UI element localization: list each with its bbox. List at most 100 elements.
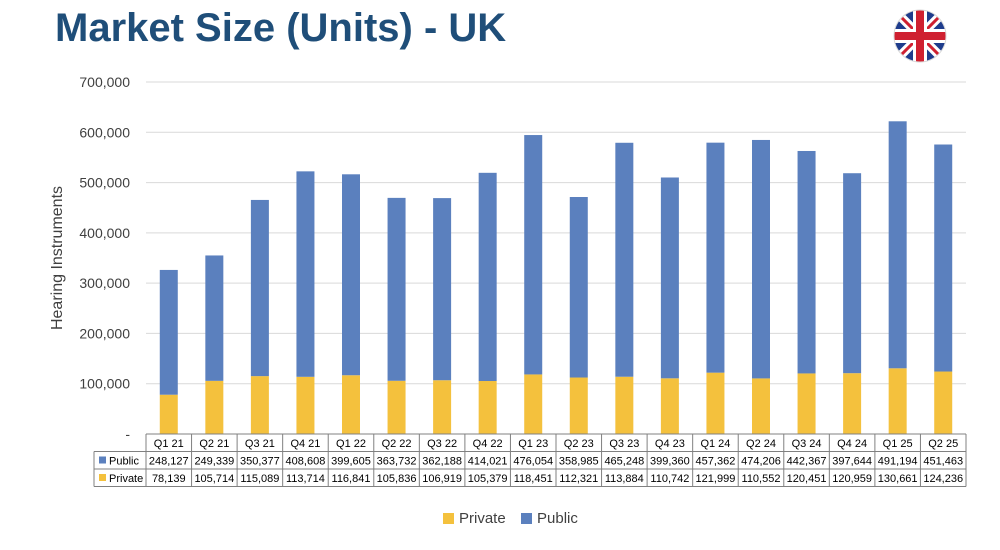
bar-public: [478, 172, 497, 382]
bar-private: [342, 375, 360, 434]
data-label: 451,463: [923, 456, 963, 468]
bar-public: [205, 255, 224, 381]
y-tick-label: 400,000: [79, 225, 130, 241]
data-label: 130,661: [878, 473, 918, 485]
bar-private: [159, 394, 178, 434]
x-tick-label: Q1 21: [154, 438, 184, 450]
y-tick-label: 600,000: [79, 124, 130, 140]
bar-public: [934, 144, 953, 372]
data-label: 363,732: [377, 456, 417, 468]
bar-public: [524, 135, 543, 375]
data-label: 399,605: [331, 456, 371, 468]
bar-public: [342, 174, 360, 376]
data-label: 408,608: [286, 456, 326, 468]
legend-key-private: [443, 513, 454, 524]
bar-private: [615, 376, 634, 434]
uk-flag-icon: [893, 9, 947, 63]
y-tick-label: 500,000: [79, 175, 130, 191]
table-row-label: Public: [109, 456, 139, 468]
y-tick-label: 700,000: [79, 74, 130, 90]
data-label: 120,959: [832, 473, 872, 485]
bar-private: [205, 380, 224, 434]
bar-private: [296, 376, 315, 434]
y-tick-label: 200,000: [79, 325, 130, 341]
y-tick-label: -: [125, 426, 130, 442]
data-label: 248,127: [149, 456, 189, 468]
data-label: 113,884: [605, 473, 644, 485]
y-tick-label: 300,000: [79, 275, 130, 291]
table-legend-key: [99, 474, 106, 481]
x-tick-label: Q2 21: [199, 438, 229, 450]
data-label: 110,742: [650, 473, 689, 485]
bar-private: [433, 380, 452, 434]
data-label: 442,367: [787, 456, 827, 468]
data-label: 465,248: [604, 456, 644, 468]
x-tick-label: Q3 24: [792, 438, 822, 450]
data-label: 78,139: [152, 473, 186, 485]
data-label: 249,339: [194, 456, 234, 468]
data-label: 397,644: [832, 456, 872, 468]
bar-public: [250, 199, 269, 377]
y-tick-label: 100,000: [79, 376, 130, 392]
data-label: 105,379: [468, 473, 508, 485]
x-tick-label: Q2 22: [382, 438, 412, 450]
legend-label-public: Public: [537, 510, 578, 527]
bar-public: [433, 198, 452, 381]
data-label: 491,194: [878, 456, 918, 468]
bar-private: [706, 372, 725, 434]
x-tick-label: Q4 21: [290, 438, 320, 450]
legend-label-private: Private: [459, 510, 506, 527]
bar-private: [660, 378, 679, 434]
bar-public: [752, 139, 770, 379]
data-label: 120,451: [787, 473, 827, 485]
bar-private: [524, 374, 543, 434]
x-tick-label: Q4 24: [837, 438, 867, 450]
x-tick-label: Q1 22: [336, 438, 366, 450]
bar-private: [752, 378, 770, 434]
data-label: 476,054: [513, 456, 553, 468]
x-tick-label: Q2 23: [564, 438, 594, 450]
bar-public: [797, 150, 816, 374]
bar-private: [934, 371, 953, 434]
bar-public: [615, 142, 634, 377]
data-label: 105,836: [377, 473, 417, 485]
x-tick-label: Q2 25: [928, 438, 958, 450]
bar-private: [387, 380, 406, 434]
data-label: 124,236: [923, 473, 963, 485]
data-label: 474,206: [741, 456, 781, 468]
y-axis-title: Hearing Instruments: [49, 186, 66, 330]
bar-public: [888, 121, 907, 369]
table-legend-key: [99, 456, 106, 464]
page-title: Market Size (Units) - UK: [55, 6, 507, 50]
bar-public: [843, 173, 862, 374]
data-label: 350,377: [240, 456, 280, 468]
data-label: 106,919: [422, 473, 462, 485]
legend-key-public: [521, 513, 532, 524]
bar-public: [387, 197, 406, 381]
data-label: 110,552: [742, 473, 781, 485]
data-label: 399,360: [650, 456, 690, 468]
x-tick-label: Q1 23: [518, 438, 548, 450]
bar-public: [706, 142, 725, 373]
x-tick-label: Q3 22: [427, 438, 457, 450]
bar-public: [569, 197, 588, 378]
bar-public: [159, 269, 178, 395]
x-tick-label: Q4 22: [473, 438, 503, 450]
data-label: 457,362: [696, 456, 736, 468]
bar-private: [843, 373, 862, 434]
data-label: 115,089: [240, 473, 279, 485]
bar-private: [888, 368, 907, 434]
x-tick-label: Q1 25: [883, 438, 913, 450]
bar-private: [478, 381, 497, 434]
bar-public: [660, 177, 679, 379]
data-label: 362,188: [422, 456, 462, 468]
data-label: 414,021: [468, 456, 508, 468]
data-label: 121,999: [696, 473, 736, 485]
data-label: 358,985: [559, 456, 599, 468]
data-label: 113,714: [286, 473, 325, 485]
bar-private: [569, 377, 588, 434]
table-row-label: Private: [109, 473, 143, 485]
data-label: 112,321: [559, 473, 598, 485]
x-tick-label: Q1 24: [700, 438, 730, 450]
x-tick-label: Q3 21: [245, 438, 275, 450]
